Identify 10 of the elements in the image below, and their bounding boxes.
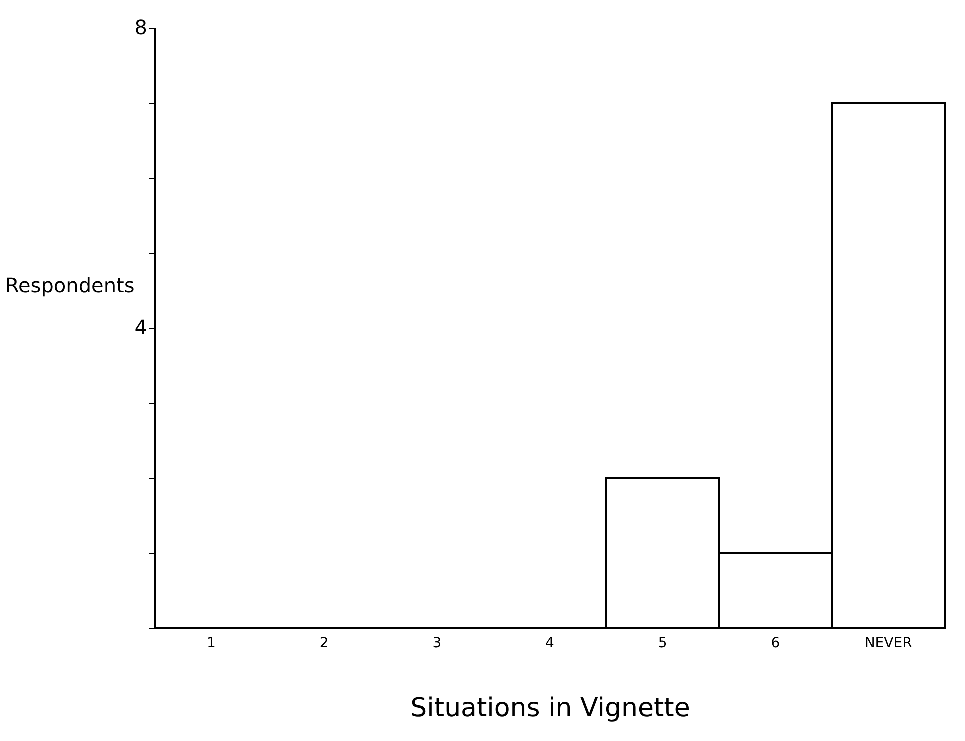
y-axis-title: Respondents (6, 274, 135, 298)
x-tick-label: 1 (206, 636, 216, 652)
x-tick-label: 4 (546, 636, 555, 652)
x-tick-label: 5 (658, 636, 668, 652)
x-tick-label: NEVER (864, 636, 913, 652)
x-axis-title: Situations in Vignette (410, 694, 690, 724)
x-tick-label: 2 (320, 636, 329, 652)
x-tick-label: 6 (771, 636, 780, 652)
x-tick-label: 3 (432, 636, 442, 652)
y-tick-label: 8 (134, 16, 148, 40)
